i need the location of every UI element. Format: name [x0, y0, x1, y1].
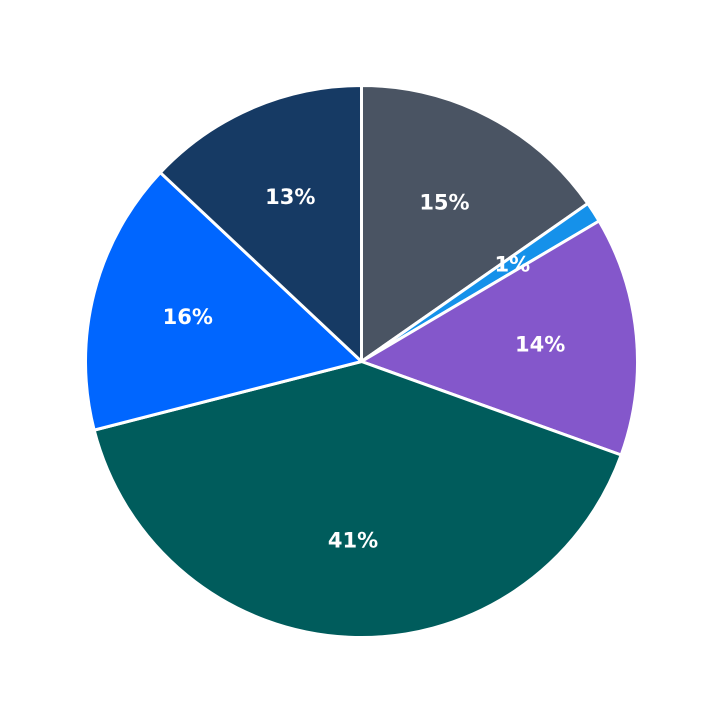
pie-slice-label-3: 41%: [328, 529, 378, 553]
pie-slice-label-1: 1%: [495, 252, 531, 276]
pie-labels: 15% 1% 14% 41% 16% 13%: [163, 185, 566, 553]
pie-slice-5: [158, 84, 363, 363]
pie-slice-3: [92, 360, 623, 639]
pie-slice-4: [84, 171, 363, 432]
pie-slice-label-4: 16%: [163, 305, 213, 329]
pie-slice-label-5: 13%: [265, 185, 315, 209]
pie-slices: [84, 84, 639, 639]
pie-slice-label-0: 15%: [419, 190, 469, 214]
pie-slice-0: [360, 84, 590, 363]
pie-slice-2: [360, 219, 639, 457]
pie-slice-label-2: 14%: [515, 333, 565, 357]
